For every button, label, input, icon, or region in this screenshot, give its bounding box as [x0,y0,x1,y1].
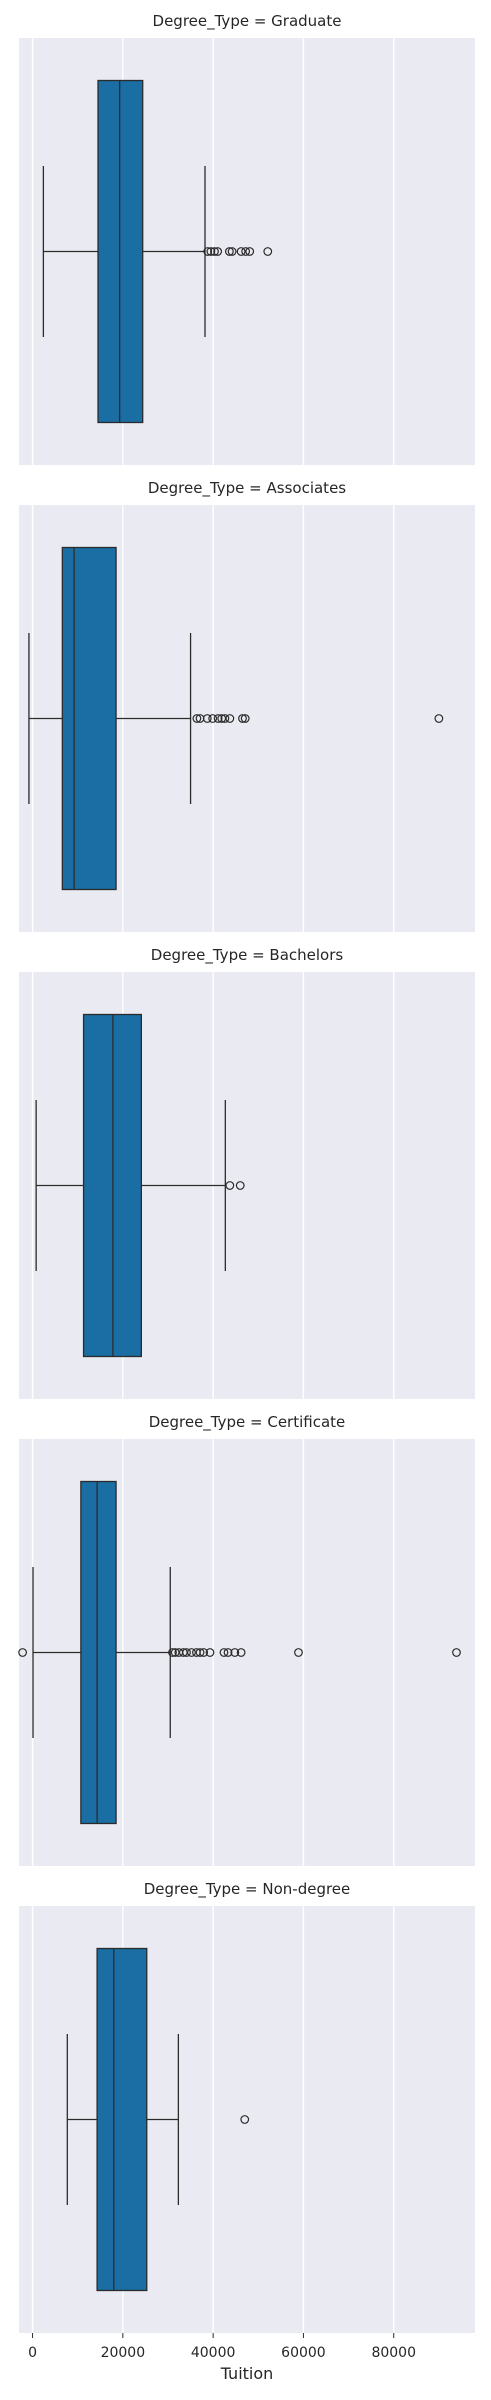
outlier-point [199,1648,209,1657]
outlier-point [208,714,218,723]
outlier-point [203,247,213,256]
outlier-point [452,1648,461,1657]
outlier-point [225,1181,235,1190]
outlier-point [168,1648,177,1657]
outlier-point [213,714,223,723]
outlier-point [240,714,250,723]
outlier-point [205,1648,215,1657]
outlier-point [210,247,219,256]
outlier-point [236,247,246,256]
panel-title: Degree_Type = Graduate [153,12,342,31]
outlier-point [245,247,255,256]
iqr-box [97,79,144,424]
x-tick-label: 0 [28,2345,37,2361]
outlier-point [206,247,216,256]
outlier-point [223,1648,233,1657]
outlier-point [187,1648,196,1657]
outlier-point [224,247,234,256]
x-tick-label: 40000 [191,2345,236,2361]
iqr-box [80,1480,117,1825]
panel-title: Degree_Type = Bachelors [151,946,344,965]
outlier-point [18,1648,28,1657]
outlier-point [263,247,273,256]
outlier-point [236,1648,246,1657]
outlier-point [230,1648,240,1657]
outlier-point [219,1648,229,1657]
x-tick-label: 20000 [101,2345,146,2361]
x-tick-label: 60000 [281,2345,326,2361]
x-tick-label: 80000 [371,2345,416,2361]
x-axis-label: Tuition [220,2364,274,2383]
iqr-box [61,546,117,891]
outlier-point [202,714,212,723]
outlier-point [182,1648,191,1657]
outlier-point [192,714,202,723]
outlier-point [241,247,251,256]
outlier-point [213,247,223,256]
outlier-point [240,2115,250,2124]
iqr-box [96,1947,148,2292]
outlier-point [294,1648,303,1657]
outlier-point [434,714,444,723]
outlier-point [227,247,237,256]
panel-title: Degree_Type = Associates [148,479,346,498]
outlier-point [238,714,247,723]
panel-title: Degree_Type = Non-degree [144,1880,351,1899]
outlier-point [225,714,235,723]
outlier-point [220,714,230,723]
outlier-point [235,1181,245,1190]
panel-title: Degree_Type = Certificate [149,1413,346,1432]
outlier-point [195,1648,205,1657]
